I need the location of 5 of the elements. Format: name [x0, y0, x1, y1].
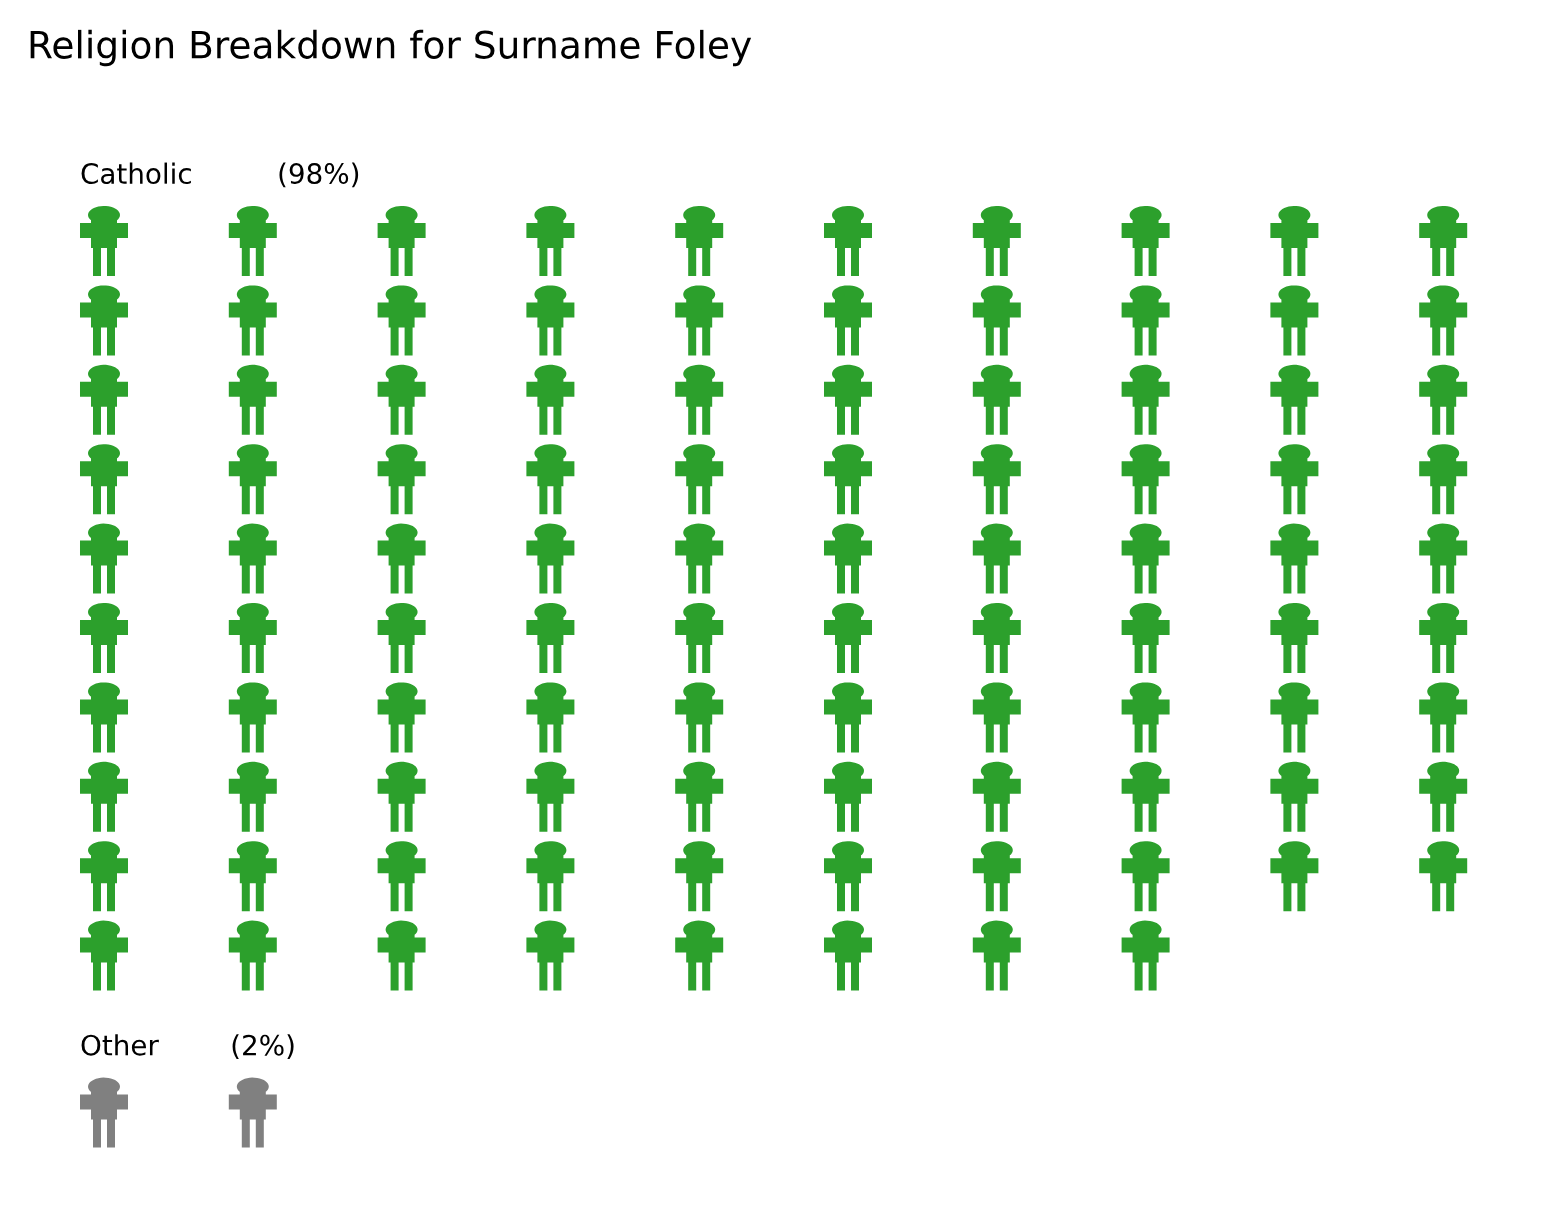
data-label: (2%) [232, 1034, 294, 1059]
data-label: (98%) [279, 162, 359, 188]
text: Religion Breakdown for Surname Foley [30, 29, 752, 67]
category-label: Other [81, 1034, 159, 1056]
category-label: Catholic [81, 162, 191, 185]
